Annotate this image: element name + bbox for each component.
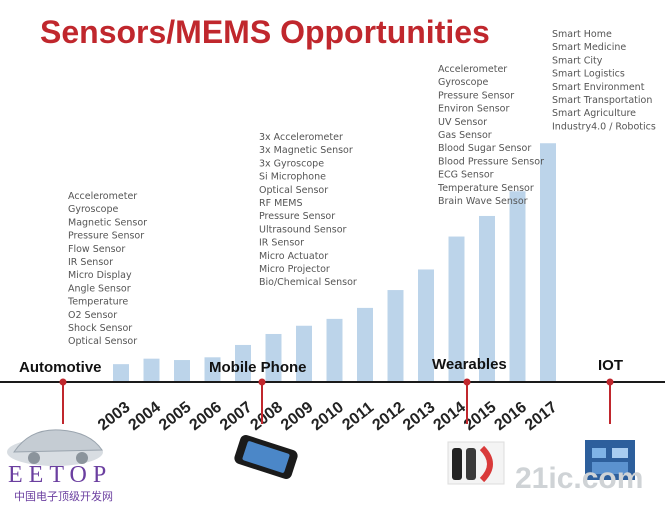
bar-2010 — [326, 318, 343, 382]
sensor-item: Shock Sensor — [68, 323, 132, 334]
21ic-watermark: 21ic.com — [515, 462, 643, 495]
sensor-item: Magnetic Sensor — [68, 217, 147, 228]
year-label-2005: 2005 — [156, 399, 195, 434]
bar-2012 — [387, 290, 404, 382]
chart-title: Sensors/MEMS Opportunities — [40, 14, 490, 50]
year-label-2010: 2010 — [308, 399, 347, 434]
wearables-image — [447, 441, 505, 485]
bar-2014 — [448, 236, 465, 382]
sensor-item: O2 Sensor — [68, 310, 117, 321]
sensor-item: Smart Environment — [552, 82, 645, 93]
bar-2003 — [113, 364, 129, 382]
bar-2006 — [204, 357, 221, 382]
sensor-item: 3x Gyroscope — [259, 158, 324, 169]
bar-2008 — [265, 333, 282, 382]
sensor-item: Smart Transportation — [552, 95, 652, 106]
sensor-item: Gyroscope — [68, 204, 119, 215]
bar-2016 — [509, 191, 526, 382]
year-label-2013: 2013 — [400, 399, 439, 434]
sensor-item: Bio/Chemical Sensor — [259, 277, 357, 288]
sensor-item: Ultrasound Sensor — [259, 224, 347, 235]
category-labels: Automotive Mobile Phone Wearables IOT — [19, 356, 623, 376]
marker-dot-2 — [463, 378, 471, 386]
timeline-markers — [59, 378, 614, 424]
sensor-item: Blood Pressure Sensor — [438, 156, 544, 167]
sensor-item: Temperature — [67, 297, 128, 308]
iot-image — [585, 440, 635, 480]
sensor-item: RF MEMS — [259, 198, 303, 209]
sensor-item: Accelerometer — [68, 191, 137, 202]
bar-series — [113, 143, 556, 382]
sensor-item: Smart Medicine — [552, 42, 626, 53]
sensor-item: Smart Home — [552, 29, 612, 40]
sensor-item: Micro Display — [68, 270, 132, 281]
sensor-item: Brain Wave Sensor — [438, 196, 528, 207]
year-label-2016: 2016 — [491, 399, 530, 434]
sensor-item: Environ Sensor — [438, 104, 509, 115]
sensor-item: IR Sensor — [68, 257, 113, 268]
sensor-item: Pressure Sensor — [68, 231, 144, 242]
sensor-item: 3x Accelerometer — [259, 132, 343, 143]
sensor-item: Gas Sensor — [438, 130, 492, 141]
sensor-item: Blood Sugar Sensor — [438, 143, 531, 154]
phone-image — [234, 435, 298, 479]
sensor-list-1: 3x Accelerometer 3x Magnetic Sensor 3x Gyr… — [259, 132, 357, 288]
bar-2009 — [296, 325, 312, 382]
bar-2013 — [418, 269, 434, 382]
year-label-2009: 2009 — [278, 399, 317, 434]
sensor-item: Smart Agriculture — [552, 108, 636, 119]
bar-2017 — [540, 143, 556, 382]
year-label-2006: 2006 — [186, 399, 225, 434]
sensor-item: Angle Sensor — [68, 283, 131, 294]
year-tick-labels: 2003200420052006200720082009201020112012… — [95, 399, 561, 434]
sensor-list-3: Smart Home Smart Medicine Smart City Smart … — [552, 29, 656, 132]
sensor-item: Pressure Sensor — [438, 90, 514, 101]
marker-dot-0 — [59, 378, 67, 386]
year-label-2012: 2012 — [369, 399, 408, 434]
category-label-0: Automotive — [19, 359, 102, 376]
sensor-item: Smart Logistics — [552, 69, 625, 80]
category-label-2: Wearables — [432, 356, 507, 373]
bar-2004 — [143, 358, 160, 382]
year-label-2003: 2003 — [95, 399, 134, 434]
marker-dot-1 — [258, 378, 266, 386]
eetop-watermark: EETOP — [8, 462, 112, 488]
sensor-item: Optical Sensor — [259, 185, 328, 196]
sensor-item: Flow Sensor — [68, 244, 125, 255]
sensor-item: Temperature Sensor — [437, 183, 534, 194]
sensor-item: Optical Sensor — [68, 336, 137, 347]
category-label-1: Mobile Phone — [209, 359, 307, 376]
eetop-watermark-subtitle: 中国电子顶级开发网 — [14, 489, 113, 503]
sensor-item: Si Microphone — [259, 172, 326, 183]
sensor-list-0: Accelerometer Gyroscope Magnetic Sensor Pre… — [67, 191, 147, 347]
bar-2007 — [235, 344, 251, 382]
bar-2005 — [174, 360, 190, 382]
sensor-item: Micro Projector — [259, 264, 330, 275]
year-label-2017: 2017 — [522, 399, 561, 434]
sensor-item: Pressure Sensor — [259, 211, 335, 222]
marker-dot-3 — [606, 378, 614, 386]
sensor-lists: Accelerometer Gyroscope Magnetic Sensor Pre… — [67, 29, 656, 347]
car-image — [7, 429, 103, 466]
sensor-item: Industry4.0 / Robotics — [552, 121, 656, 132]
sensor-item: UV Sensor — [438, 117, 487, 128]
sensor-item: 3x Magnetic Sensor — [259, 145, 353, 156]
year-label-2014: 2014 — [430, 399, 469, 434]
sensor-list-2: Accelerometer Gyroscope Pressure Sensor Env… — [437, 64, 544, 207]
sensor-item: IR Sensor — [259, 238, 304, 249]
year-label-2007: 2007 — [217, 399, 256, 434]
category-label-3: IOT — [598, 357, 623, 374]
sensor-item: Micro Actuator — [259, 251, 328, 262]
year-label-2004: 2004 — [125, 399, 164, 434]
sensor-item: Smart City — [552, 55, 603, 66]
bar-2011 — [357, 307, 373, 382]
year-label-2008: 2008 — [247, 399, 286, 434]
sensor-item: ECG Sensor — [438, 170, 494, 181]
year-label-2011: 2011 — [339, 399, 377, 434]
sensor-item: Accelerometer — [438, 64, 507, 75]
sensor-item: Gyroscope — [438, 77, 489, 88]
bar-2015 — [479, 215, 495, 382]
